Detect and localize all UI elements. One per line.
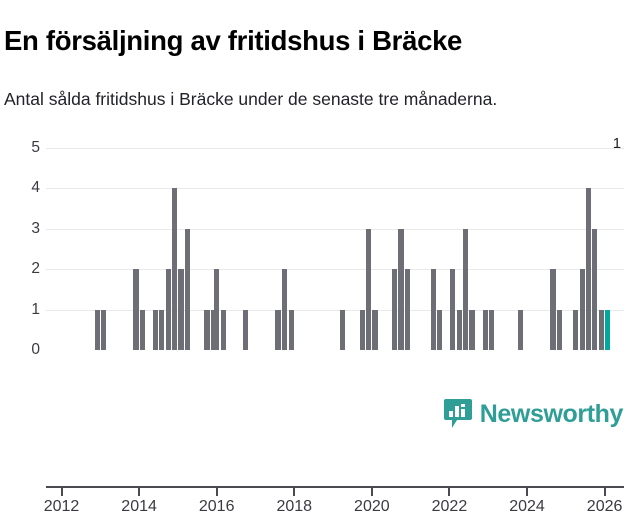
bar <box>449 269 456 350</box>
x-axis-tick-label: 2020 <box>354 498 390 515</box>
logo-wordmark: Newsworthy <box>479 400 624 428</box>
x-axis-tick-label: 2026 <box>586 498 623 515</box>
y-axis-tick-label: 2 <box>31 260 40 278</box>
x-axis-tick <box>138 488 141 496</box>
bar <box>159 309 165 350</box>
gridline <box>46 228 624 230</box>
y-axis-tick-label: 1 <box>31 300 40 318</box>
x-axis-tick-label: 2024 <box>509 498 545 515</box>
bar <box>220 309 226 350</box>
bar <box>398 228 404 350</box>
y-axis-labels: 0 1 2 3 4 5 <box>0 136 40 386</box>
bar-value-label: 1 <box>612 135 622 152</box>
bar <box>94 309 100 350</box>
bar-chart: 0 1 2 3 4 5 1 2012 2014 2016 2018 2020 2022 2024 2026 <box>0 135 631 515</box>
x-axis-tick-label: 2016 <box>198 498 235 515</box>
x-axis-tick <box>215 488 218 496</box>
y-axis-tick-label: 3 <box>31 219 40 237</box>
bar-chart-speech-bubble-icon <box>443 399 472 429</box>
newsworthy-logo: Newsworthy <box>443 399 624 429</box>
bar <box>572 309 579 350</box>
bar <box>172 188 178 350</box>
bar <box>469 309 475 350</box>
gridline <box>46 269 624 271</box>
bar <box>482 309 488 350</box>
bar <box>275 309 281 350</box>
x-axis-tick <box>293 488 296 496</box>
bar <box>243 309 249 350</box>
bar <box>550 269 556 350</box>
bar <box>488 309 494 350</box>
bar <box>585 188 591 350</box>
bar <box>592 228 598 350</box>
bar <box>391 269 397 350</box>
x-axis-tick-label: 2012 <box>43 498 80 515</box>
gridline <box>46 188 624 190</box>
x-axis-line <box>46 486 624 488</box>
bar <box>139 309 145 350</box>
gridline <box>46 148 624 149</box>
bar <box>288 309 294 350</box>
bar <box>165 269 171 350</box>
bar <box>359 309 365 350</box>
bar <box>210 309 217 350</box>
bar <box>281 269 288 350</box>
bar <box>437 309 443 350</box>
x-axis-tick-label: 2022 <box>431 498 468 515</box>
bar <box>100 309 106 350</box>
bar <box>372 309 378 350</box>
bar <box>517 309 523 350</box>
bar <box>430 269 436 350</box>
x-axis-tick <box>60 488 63 496</box>
y-axis-tick-label: 0 <box>31 341 40 358</box>
bar <box>340 309 346 350</box>
gridline <box>46 309 624 311</box>
chart-page: En försäljning av fritidshus i Bräcke An… <box>0 25 631 515</box>
bar <box>133 269 139 350</box>
bar <box>556 309 562 350</box>
x-axis-tick-label: 2014 <box>121 498 157 515</box>
y-axis-tick-label: 4 <box>31 179 40 197</box>
bar <box>204 309 210 350</box>
bar <box>456 309 462 350</box>
page-subtitle: Antal sålda fritidshus i Bräcke under de… <box>4 88 498 109</box>
bar <box>366 228 372 350</box>
bar <box>605 309 611 350</box>
bar <box>214 269 220 350</box>
bar <box>463 228 469 350</box>
bar <box>404 269 411 350</box>
x-axis-tick-label: 2018 <box>276 498 313 515</box>
bar <box>579 269 585 350</box>
page-title: En försäljning av fritidshus i Bräcke <box>4 25 463 57</box>
x-axis-tick <box>603 488 606 496</box>
x-axis-tick <box>526 488 529 496</box>
x-axis-tick <box>448 488 451 496</box>
plot-area <box>46 148 624 350</box>
bar <box>152 309 158 350</box>
y-axis-tick-label: 5 <box>31 139 40 156</box>
bar <box>178 269 184 350</box>
bar <box>598 309 605 350</box>
bar <box>184 228 191 350</box>
x-axis-tick <box>370 488 373 496</box>
